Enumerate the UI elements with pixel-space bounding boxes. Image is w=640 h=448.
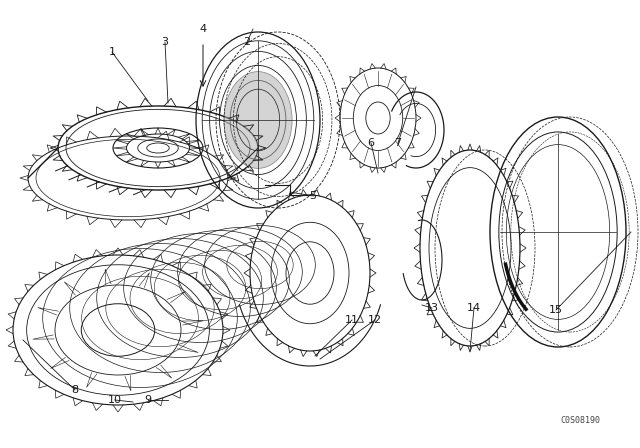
Text: 10: 10 (108, 395, 122, 405)
Text: 13: 13 (425, 303, 439, 313)
Text: 12: 12 (368, 315, 382, 325)
Text: 11: 11 (345, 315, 359, 325)
Text: 3: 3 (161, 37, 168, 47)
Text: 4: 4 (200, 24, 207, 34)
Text: 1: 1 (109, 47, 115, 57)
Text: 5: 5 (310, 191, 317, 201)
Text: 6: 6 (367, 138, 374, 148)
Text: 15: 15 (549, 305, 563, 315)
Text: 2: 2 (243, 37, 251, 47)
Ellipse shape (224, 72, 292, 168)
Text: 7: 7 (394, 138, 401, 148)
Text: 9: 9 (145, 395, 152, 405)
Text: 14: 14 (467, 303, 481, 313)
Text: C0S08190: C0S08190 (560, 415, 600, 425)
Text: 8: 8 (72, 385, 79, 395)
